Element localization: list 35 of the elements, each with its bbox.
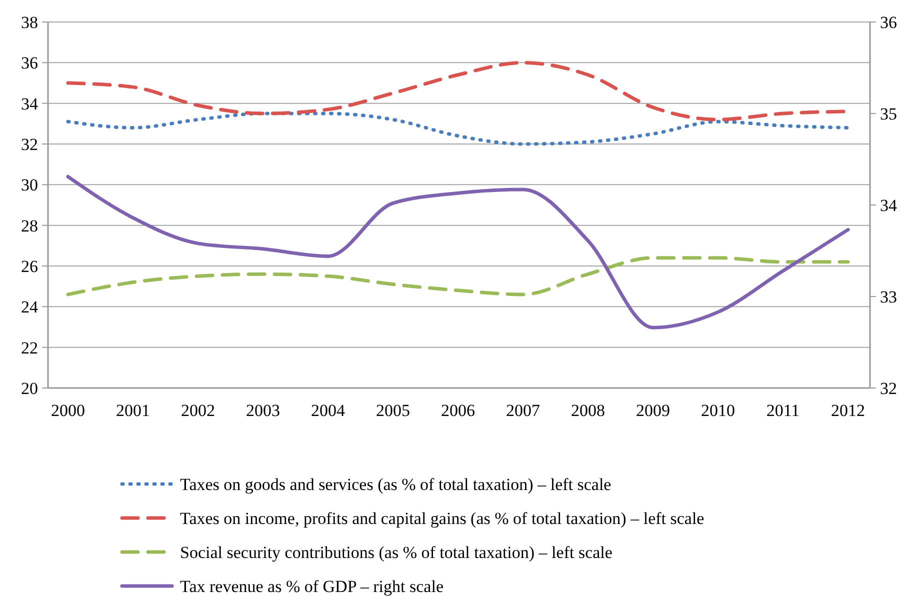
legend-label: Tax revenue as % of GDP – right scale — [180, 576, 444, 596]
y2-tick-label: 34 — [880, 196, 898, 215]
line-series — [66, 174, 850, 330]
x-tick-label: 2006 — [441, 400, 475, 420]
x-tick-label: 2007 — [506, 400, 540, 420]
line-series — [66, 112, 850, 146]
y-tick-label: 32 — [21, 134, 38, 154]
legend-label: Social security contributions (as % of total taxation) – left scale — [180, 542, 612, 562]
y2-tick-label: 35 — [880, 104, 897, 124]
y-tick-label: 26 — [21, 256, 38, 276]
y-tick-label: 28 — [21, 216, 38, 236]
x-tick-label: 2005 — [376, 400, 410, 420]
y2-tick-label: 32 — [880, 378, 897, 398]
x-tick-label: 2002 — [181, 400, 215, 420]
y-tick-label: 22 — [21, 338, 38, 358]
y2-tick-label: 33 — [880, 287, 897, 306]
x-tick-label: 2004 — [311, 400, 346, 420]
x-tick-label: 2012 — [831, 400, 865, 420]
y-tick-label: 20 — [21, 378, 38, 398]
x-tick-label: 2009 — [636, 400, 670, 420]
y-tick-label: 30 — [21, 176, 38, 195]
x-tick-label: 2003 — [246, 400, 280, 420]
x-tick-label: 2001 — [116, 400, 150, 420]
line-series — [66, 256, 850, 296]
x-tick-label: 2010 — [701, 400, 735, 420]
y-tick-label: 34 — [21, 94, 38, 114]
y2-tick-label: 36 — [880, 12, 897, 32]
y-tick-label: 38 — [21, 12, 38, 32]
legend-label: Taxes on goods and services (as % of total taxation) – left scale — [180, 474, 612, 494]
y-tick-label: 36 — [21, 54, 38, 73]
x-tick-label: 2008 — [571, 400, 605, 420]
x-tick-label: 2000 — [51, 400, 85, 420]
x-tick-label: 2011 — [766, 400, 800, 420]
y-tick-label: 24 — [21, 298, 38, 317]
legend-label: Taxes on income, profits and capital gains (as % of total taxation) – left scale — [180, 508, 704, 528]
